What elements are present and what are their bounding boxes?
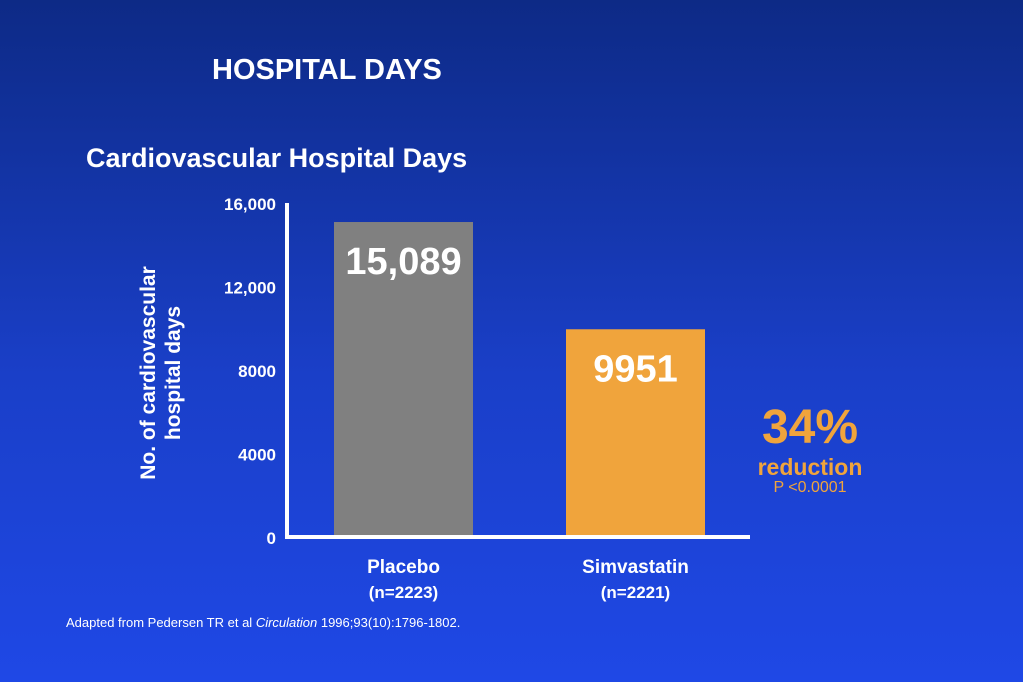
y-tick-label-4: 16,000 <box>224 195 276 214</box>
reduction-word: reduction <box>757 454 863 480</box>
source-prefix: Adapted from Pedersen TR et al <box>66 615 256 630</box>
reduction-annotation: 34% reduction P <0.0001 <box>740 400 880 498</box>
slide-title: HOSPITAL DAYS <box>212 54 442 86</box>
y-tick-label-0: 0 <box>267 529 276 548</box>
x-tick-sublabel-1: (n=2221) <box>601 583 670 602</box>
x-tick-label-1: Simvastatin <box>582 557 689 578</box>
source-citation: Adapted from Pedersen TR et al Circulati… <box>66 615 460 630</box>
y-tick-label-2: 8000 <box>238 362 276 381</box>
x-tick-sublabel-0: (n=2223) <box>369 583 438 602</box>
data-label-1: 9951 <box>593 348 678 390</box>
p-value: P <0.0001 <box>773 479 847 496</box>
x-tick-label-0: Placebo <box>367 557 440 578</box>
y-tick-label-3: 12,000 <box>224 279 276 298</box>
y-tick-label-1: 4000 <box>238 446 276 465</box>
chart-title: Cardiovascular Hospital Days <box>86 143 468 173</box>
bar-0 <box>334 222 473 537</box>
source-suffix: 1996;93(10):1796-1802. <box>317 615 461 630</box>
reduction-percent: 34% <box>761 401 859 454</box>
source-journal: Circulation <box>255 615 318 630</box>
data-label-0: 15,089 <box>345 241 461 283</box>
bar-1 <box>566 329 705 537</box>
